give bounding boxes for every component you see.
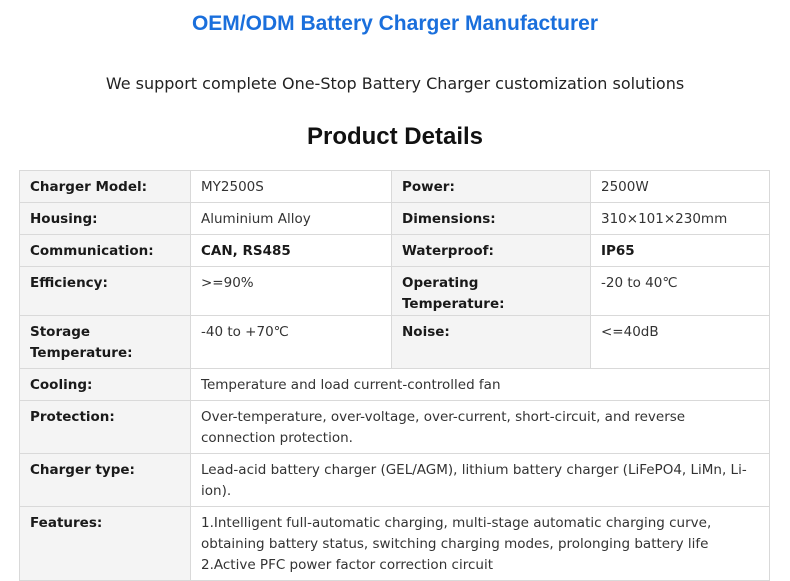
features-line-2: 2.Active PFC power factor correction cir… (201, 557, 493, 573)
noise-value: <=40dB (590, 315, 770, 369)
efficiency-label: Efficiency: (19, 266, 191, 316)
power-label: Power: (391, 170, 591, 203)
power-value: 2500W (590, 170, 770, 203)
charger-type-value: Lead-acid battery charger (GEL/AGM), lit… (190, 453, 770, 507)
dimensions-label: Dimensions: (391, 202, 591, 235)
communication-value: CAN, RS485 (190, 234, 392, 267)
waterproof-label: Waterproof: (391, 234, 591, 267)
housing-label: Housing: (19, 202, 191, 235)
section-title: Product Details (306, 123, 484, 150)
waterproof-value: IP65 (590, 234, 770, 267)
table-row: Features: 1.Intelligent full-automatic c… (19, 506, 770, 581)
charger-model-value: MY2500S (190, 170, 392, 203)
table-row: Charger Model: MY2500S Power: 2500W (19, 170, 770, 203)
storage-temperature-value: -40 to +70℃ (190, 315, 392, 369)
protection-label: Protection: (19, 400, 191, 454)
communication-label: Communication: (19, 234, 191, 267)
page-subtitle: We support complete One-Stop Battery Cha… (105, 74, 685, 93)
charger-model-label: Charger Model: (19, 170, 191, 203)
operating-temperature-value: -20 to 40℃ (590, 266, 770, 316)
features-value: 1.Intelligent full-automatic charging, m… (190, 506, 770, 581)
page-heading: OEM/ODM Battery Charger Manufacturer (191, 12, 599, 35)
features-label: Features: (19, 506, 191, 581)
dimensions-value: 310×101×230mm (590, 202, 770, 235)
table-row: Housing: Aluminium Alloy Dimensions: 310… (19, 202, 770, 235)
features-line-1: 1.Intelligent full-automatic charging, m… (201, 515, 712, 552)
table-row: Communication: CAN, RS485 Waterproof: IP… (19, 234, 770, 267)
efficiency-value: >=90% (190, 266, 392, 316)
table-row: Cooling: Temperature and load current-co… (19, 368, 770, 401)
table-row: Protection: Over-temperature, over-volta… (19, 400, 770, 454)
cooling-label: Cooling: (19, 368, 191, 401)
housing-value: Aluminium Alloy (190, 202, 392, 235)
noise-label: Noise: (391, 315, 591, 369)
protection-value: Over-temperature, over-voltage, over-cur… (190, 400, 770, 454)
cooling-value: Temperature and load current-controlled … (190, 368, 770, 401)
charger-type-label: Charger type: (19, 453, 191, 507)
table-row: Efficiency: >=90% Operating Temperature:… (19, 266, 770, 316)
product-details-table: Charger Model: MY2500S Power: 2500W Hous… (19, 170, 770, 581)
operating-temperature-label: Operating Temperature: (391, 266, 591, 316)
table-row: Storage Temperature: -40 to +70℃ Noise: … (19, 315, 770, 369)
storage-temperature-label: Storage Temperature: (19, 315, 191, 369)
table-row: Charger type: Lead-acid battery charger … (19, 453, 770, 507)
